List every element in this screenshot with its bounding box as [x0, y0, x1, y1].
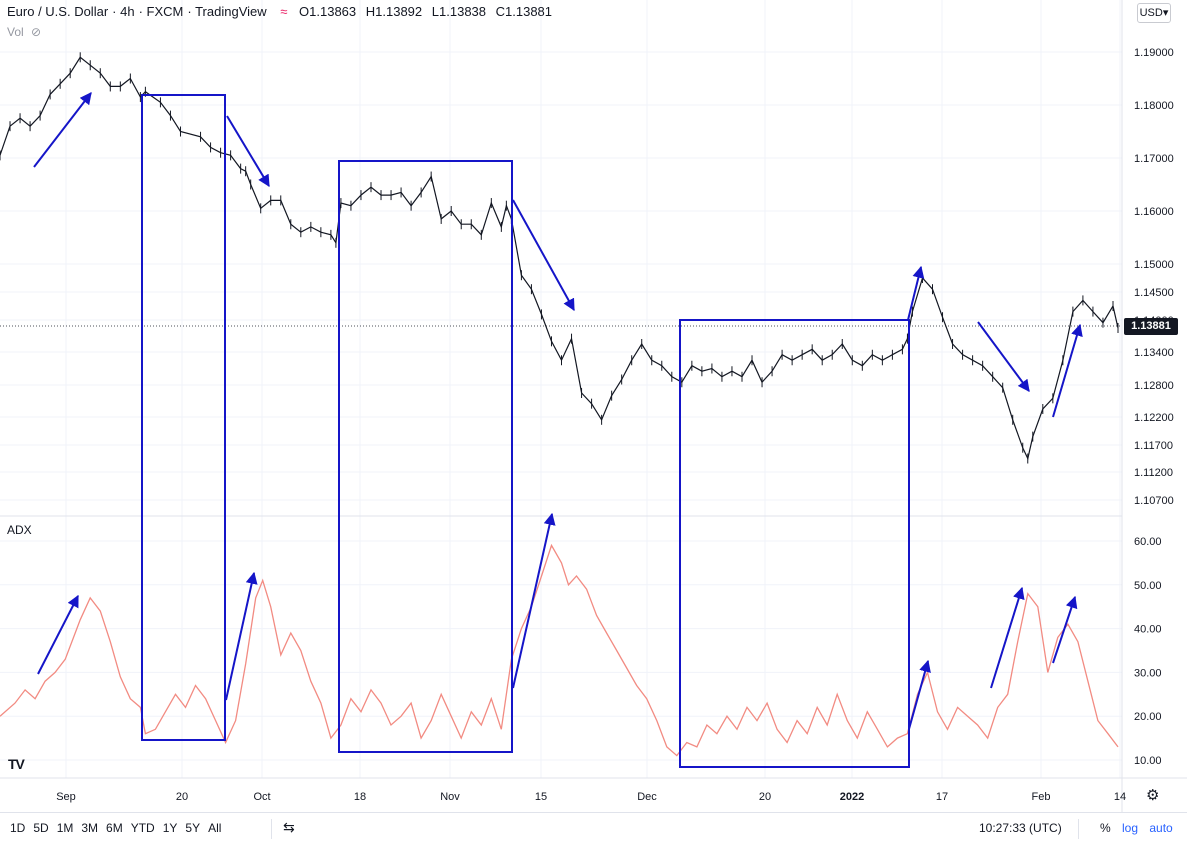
arrow-down-price-1 — [226, 115, 270, 188]
arrow-up-adx-5 — [990, 586, 1025, 689]
trend-arrows — [33, 92, 1083, 730]
time-tick-label: Oct — [253, 791, 270, 803]
price-tick-label: 1.16000 — [1134, 206, 1174, 218]
symbol-legend: Euro / U.S. Dollar · 4h · FXCM · TradingVie… — [7, 4, 562, 19]
percent-toggle[interactable]: % — [1100, 821, 1111, 835]
separator — [271, 819, 272, 839]
adx-tick-label: 40.00 — [1134, 624, 1162, 636]
adx-tick-label: 20.00 — [1134, 711, 1162, 723]
arrow-up-price-3 — [1052, 323, 1083, 418]
adx-line — [0, 543, 1119, 757]
time-tick-label: 2022 — [840, 791, 864, 803]
symbol-name[interactable]: Euro / U.S. Dollar — [7, 4, 109, 19]
time-tick-label: 15 — [535, 791, 547, 803]
adx-tick-label: 10.00 — [1134, 755, 1162, 767]
range-button-1m[interactable]: 1M — [56, 821, 74, 835]
scale-options: % log auto — [1092, 821, 1173, 835]
time-tick-label: Nov — [440, 791, 460, 803]
adx-tick-label: 50.00 — [1134, 580, 1162, 592]
close-value: C1.13881 — [495, 4, 553, 19]
adx-tick-label: 60.00 — [1134, 536, 1162, 548]
annotations — [141, 94, 910, 768]
range-box-3 — [679, 319, 910, 768]
price-tick-label: 1.15000 — [1134, 259, 1174, 271]
range-button-5d[interactable]: 5D — [33, 821, 49, 835]
volume-label: Vol — [7, 25, 24, 39]
price-axis: 1.19000 1.18000 1.17000 1.16000 1.15000 1.145… — [1134, 47, 1174, 507]
arrow-up-adx-1 — [37, 594, 79, 675]
gear-icon[interactable]: ⚙ — [1146, 787, 1160, 804]
log-toggle[interactable]: log — [1122, 821, 1139, 835]
range-button-1y[interactable]: 1Y — [162, 821, 178, 835]
price-tick-label: 1.18000 — [1134, 100, 1174, 112]
arrow-up-price-1 — [33, 92, 92, 168]
tradingview-logo-icon[interactable]: TV — [8, 756, 25, 772]
open-value: O1.13863 — [299, 4, 357, 19]
arrow-up-adx-4 — [908, 659, 931, 730]
range-button-ytd[interactable]: YTD — [130, 821, 155, 835]
time-tick-label: Feb — [1032, 791, 1051, 803]
currency-selector[interactable]: USD▾ — [1137, 3, 1171, 23]
time-tick-label: Dec — [637, 791, 657, 803]
adx-label: ADX — [7, 523, 32, 537]
time-tick-label: Sep — [56, 791, 76, 803]
exchange-label: FXCM — [146, 4, 184, 19]
source-label: TradingView — [195, 4, 267, 19]
grid-lines — [0, 0, 1122, 778]
price-tick-label: 1.11700 — [1134, 440, 1173, 452]
arrow-up-adx-6 — [1052, 595, 1078, 664]
range-button-1d[interactable]: 1D — [10, 821, 26, 835]
interval-label[interactable]: 4h — [120, 4, 135, 19]
price-tick-label: 1.11200 — [1134, 467, 1173, 479]
time-tick-label: 14 — [1114, 791, 1126, 803]
arrow-up-adx-2 — [225, 571, 258, 701]
eye-hidden-icon[interactable]: ⊘ — [31, 25, 42, 39]
range-button-3m[interactable]: 3M — [81, 821, 99, 835]
range-button-5y[interactable]: 5Y — [185, 821, 201, 835]
range-button-6m[interactable]: 6M — [106, 821, 123, 835]
wave-icon[interactable]: ≈ — [280, 4, 288, 19]
price-series — [0, 52, 1119, 464]
arrow-up-adx-3 — [512, 512, 556, 689]
arrow-up-price-2 — [907, 265, 925, 321]
price-line — [0, 56, 1119, 461]
chart-canvas[interactable]: 1.19000 1.18000 1.17000 1.16000 1.15000 1.145… — [0, 0, 1187, 812]
time-tick-label: 20 — [759, 791, 771, 803]
price-tick-label: 1.12200 — [1134, 412, 1174, 424]
price-tick-label: 1.10700 — [1134, 495, 1174, 507]
clock-display[interactable]: 10:27:33 (UTC) — [979, 821, 1062, 835]
price-tick-label: 1.19000 — [1134, 47, 1174, 59]
time-tick-label: 17 — [936, 791, 948, 803]
low-value: L1.13838 — [431, 4, 487, 19]
bottom-toolbar: 1D 5D 1M 3M 6M YTD 1Y 5Y All ⇆ 10:27:33 (UTC) % … — [0, 812, 1187, 846]
range-box-1 — [141, 94, 226, 741]
adx-tick-label: 30.00 — [1134, 667, 1162, 679]
time-axis: Sep 20 Oct 18 Nov 15 Dec 20 2022 17 Feb 14 — [56, 791, 1126, 803]
range-buttons: 1D 5D 1M 3M 6M YTD 1Y 5Y All — [6, 821, 225, 835]
price-tick-label: 1.17000 — [1134, 153, 1174, 165]
high-value: H1.13892 — [365, 4, 423, 19]
price-tick-label: 1.13400 — [1134, 347, 1174, 359]
time-tick-label: 18 — [354, 791, 366, 803]
adx-axis: 60.00 50.00 40.00 30.00 20.00 10.00 — [1134, 536, 1162, 767]
volume-legend: Vol ⊘ — [7, 25, 41, 39]
last-price-badge: 1.13881 — [1124, 318, 1178, 335]
auto-toggle[interactable]: auto — [1149, 821, 1173, 835]
adx-series — [0, 543, 1119, 757]
ohlc-values: O1.13863 H1.13892 L1.13838 C1.13881 — [299, 4, 558, 19]
time-tick-label: 20 — [176, 791, 188, 803]
currency-label: USD — [1139, 7, 1163, 19]
price-tick-label: 1.12800 — [1134, 380, 1174, 392]
arrow-down-price-2 — [512, 199, 575, 312]
range-button-all[interactable]: All — [208, 821, 222, 835]
arrow-down-price-3 — [977, 321, 1030, 392]
separator — [1078, 819, 1079, 839]
range-box-2 — [338, 160, 513, 753]
price-tick-label: 1.14500 — [1134, 287, 1174, 299]
date-range-icon[interactable]: ⇆ — [283, 819, 295, 835]
